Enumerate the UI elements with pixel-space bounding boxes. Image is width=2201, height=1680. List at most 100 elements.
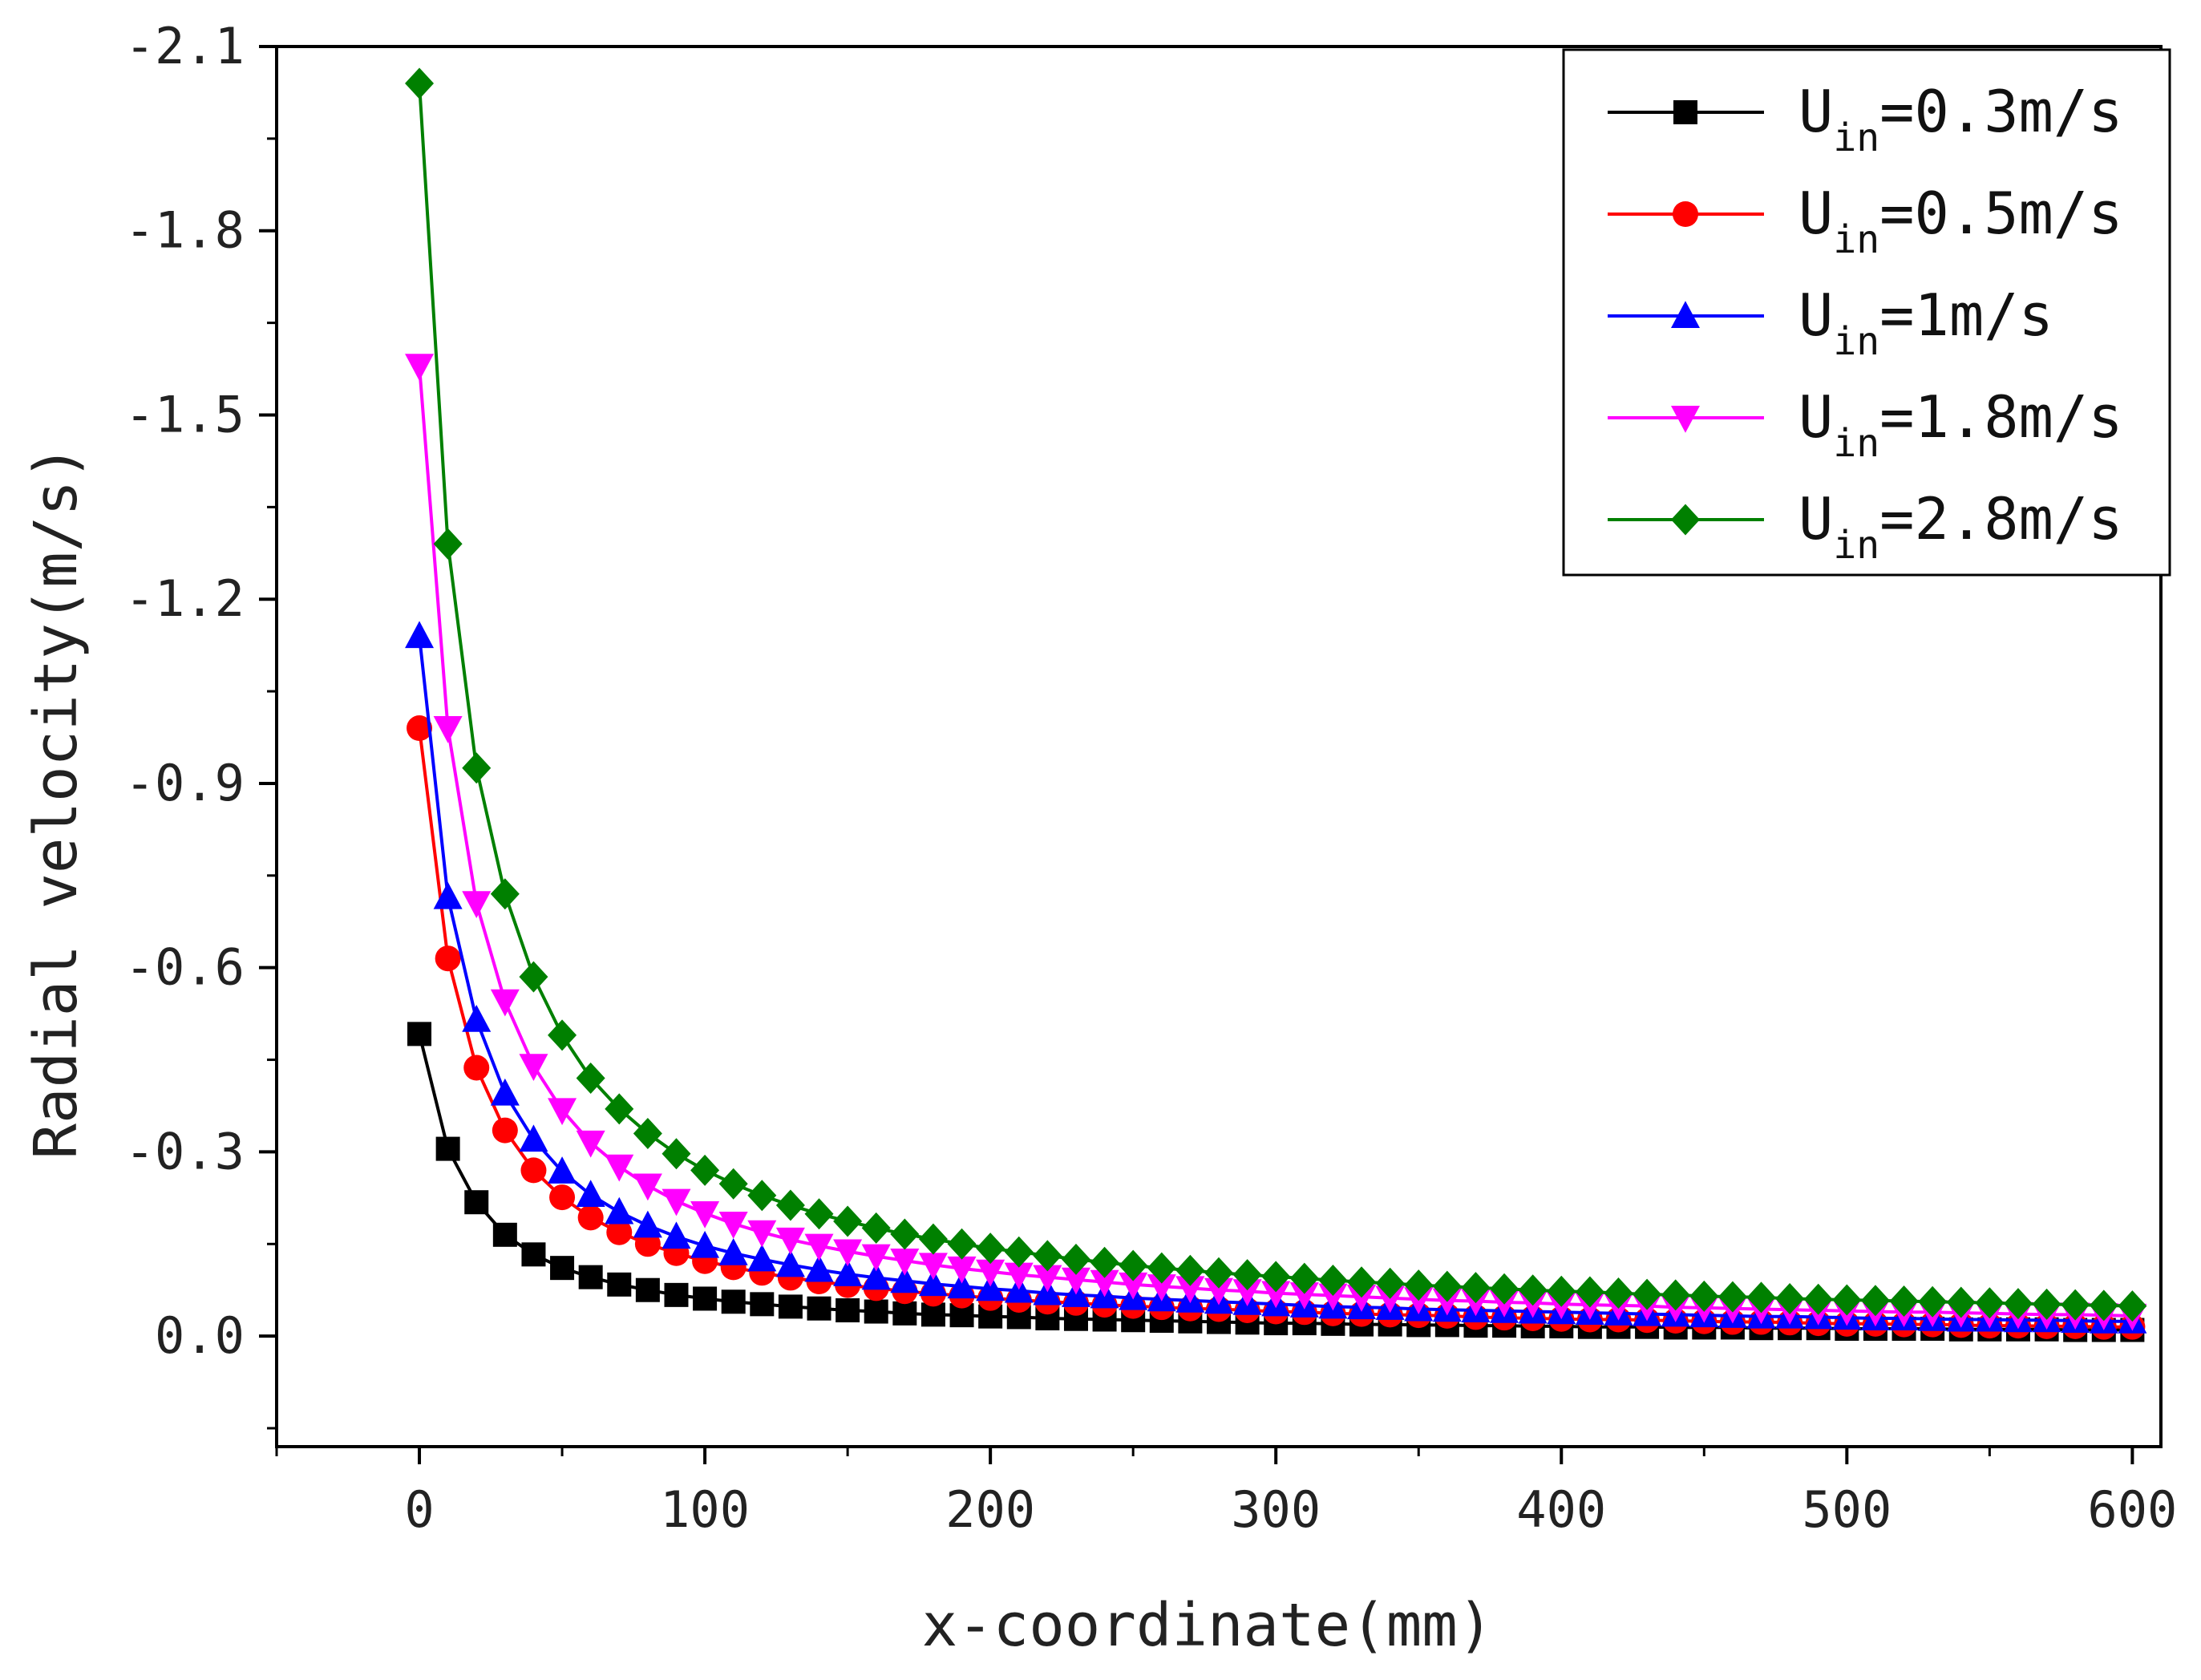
data-point: [2061, 1289, 2090, 1321]
data-point: [463, 1055, 490, 1081]
x-tick-label: 100: [660, 1480, 750, 1539]
data-point: [492, 1222, 517, 1247]
data-point: [576, 1130, 605, 1158]
data-point: [1518, 1274, 1548, 1306]
data-point: [2118, 1290, 2147, 1322]
data-point: [918, 1253, 948, 1281]
data-point: [548, 1098, 577, 1126]
data-point: [947, 1271, 977, 1299]
data-point: [1718, 1281, 1747, 1313]
data-point: [1547, 1275, 1576, 1307]
data-point: [1946, 1286, 1976, 1318]
legend-marker: [1671, 406, 1700, 433]
data-point: [918, 1269, 948, 1297]
data-point: [1461, 1272, 1491, 1304]
data-point: [2089, 1289, 2118, 1322]
data-point: [1432, 1270, 1462, 1302]
data-point: [976, 1273, 1005, 1301]
data-point: [1033, 1240, 1062, 1272]
data-point: [1604, 1277, 1633, 1310]
data-point: [462, 1005, 492, 1032]
data-point: [835, 1297, 860, 1322]
data-point: [976, 1233, 1005, 1265]
data-point: [804, 1198, 834, 1230]
data-point: [718, 1212, 748, 1239]
series-line: [418, 635, 2133, 1323]
data-point: [1061, 1267, 1090, 1295]
data-point: [521, 1242, 546, 1267]
data-point: [520, 1157, 547, 1184]
data-point: [605, 1154, 634, 1182]
data-point: [605, 1093, 634, 1125]
data-point: [718, 1168, 748, 1200]
data-point: [490, 989, 520, 1017]
data-point: [976, 1259, 1005, 1287]
legend-marker: [1673, 201, 1698, 227]
data-point: [433, 716, 463, 743]
data-point: [833, 1259, 863, 1286]
legend-label: Uin=0.5m/s: [1798, 180, 2123, 262]
data-point: [1090, 1269, 1119, 1297]
legend-marker: [1673, 100, 1697, 124]
data-point: [2032, 1288, 2061, 1320]
data-point: [548, 1019, 577, 1051]
data-point: [407, 1022, 432, 1046]
data-point: [1261, 1261, 1291, 1293]
data-point: [633, 1210, 662, 1238]
data-point: [1347, 1266, 1377, 1298]
data-point: [1289, 1282, 1319, 1310]
data-point: [433, 881, 463, 909]
data-point: [433, 528, 463, 560]
data-point: [519, 1124, 548, 1152]
data-point: [1204, 1257, 1233, 1289]
legend-marker: [1671, 504, 1700, 536]
legend-item-4: Uin=1.8m/s: [1608, 383, 2123, 466]
data-point: [1918, 1285, 1948, 1318]
data-point: [690, 1201, 720, 1229]
series-5: [405, 67, 2147, 1322]
x-tick-label: 500: [1802, 1480, 1891, 1539]
data-point: [662, 1138, 691, 1170]
y-axis-ticks: -2.1 -1.8 -1.5 -1.2 -0.9 -0.6 -0.3 0.0: [125, 17, 277, 1430]
data-point: [435, 1136, 460, 1161]
data-point: [747, 1220, 777, 1248]
data-point: [1204, 1277, 1233, 1306]
data-point: [662, 1188, 691, 1216]
data-point: [605, 1196, 634, 1225]
data-point: [804, 1233, 834, 1261]
y-tick-label: -0.9: [125, 754, 245, 812]
data-point: [462, 891, 492, 919]
legend-item-2: Uin=0.5m/s: [1608, 180, 2123, 262]
data-point: [2003, 1288, 2033, 1320]
data-point: [747, 1244, 777, 1272]
data-point: [892, 1301, 917, 1326]
data-point: [519, 1054, 548, 1081]
y-tick-label: -1.5: [125, 385, 245, 443]
y-tick-label: 0.0: [155, 1306, 245, 1365]
data-point: [690, 1230, 720, 1258]
data-point: [548, 1156, 577, 1184]
data-point: [690, 1154, 720, 1186]
data-point: [861, 1244, 891, 1272]
data-point: [1318, 1283, 1348, 1311]
legend-label: Uin=1m/s: [1798, 281, 2053, 364]
data-point: [633, 1173, 662, 1201]
data-point: [635, 1277, 660, 1302]
data-point: [947, 1256, 977, 1284]
data-point: [549, 1184, 576, 1211]
data-point: [1661, 1279, 1690, 1311]
data-point: [1175, 1254, 1205, 1286]
data-point: [1090, 1246, 1119, 1278]
data-point: [576, 1180, 605, 1208]
data-point: [861, 1262, 891, 1290]
y-tick-label: -1.8: [125, 201, 245, 260]
data-point: [1803, 1283, 1833, 1315]
data-point: [1289, 1262, 1319, 1294]
data-point: [664, 1282, 689, 1307]
data-point: [607, 1272, 632, 1297]
data-point: [1119, 1249, 1148, 1281]
data-point: [920, 1302, 945, 1327]
series-layer: [405, 67, 2147, 1342]
y-tick-label: -2.1: [125, 17, 245, 75]
